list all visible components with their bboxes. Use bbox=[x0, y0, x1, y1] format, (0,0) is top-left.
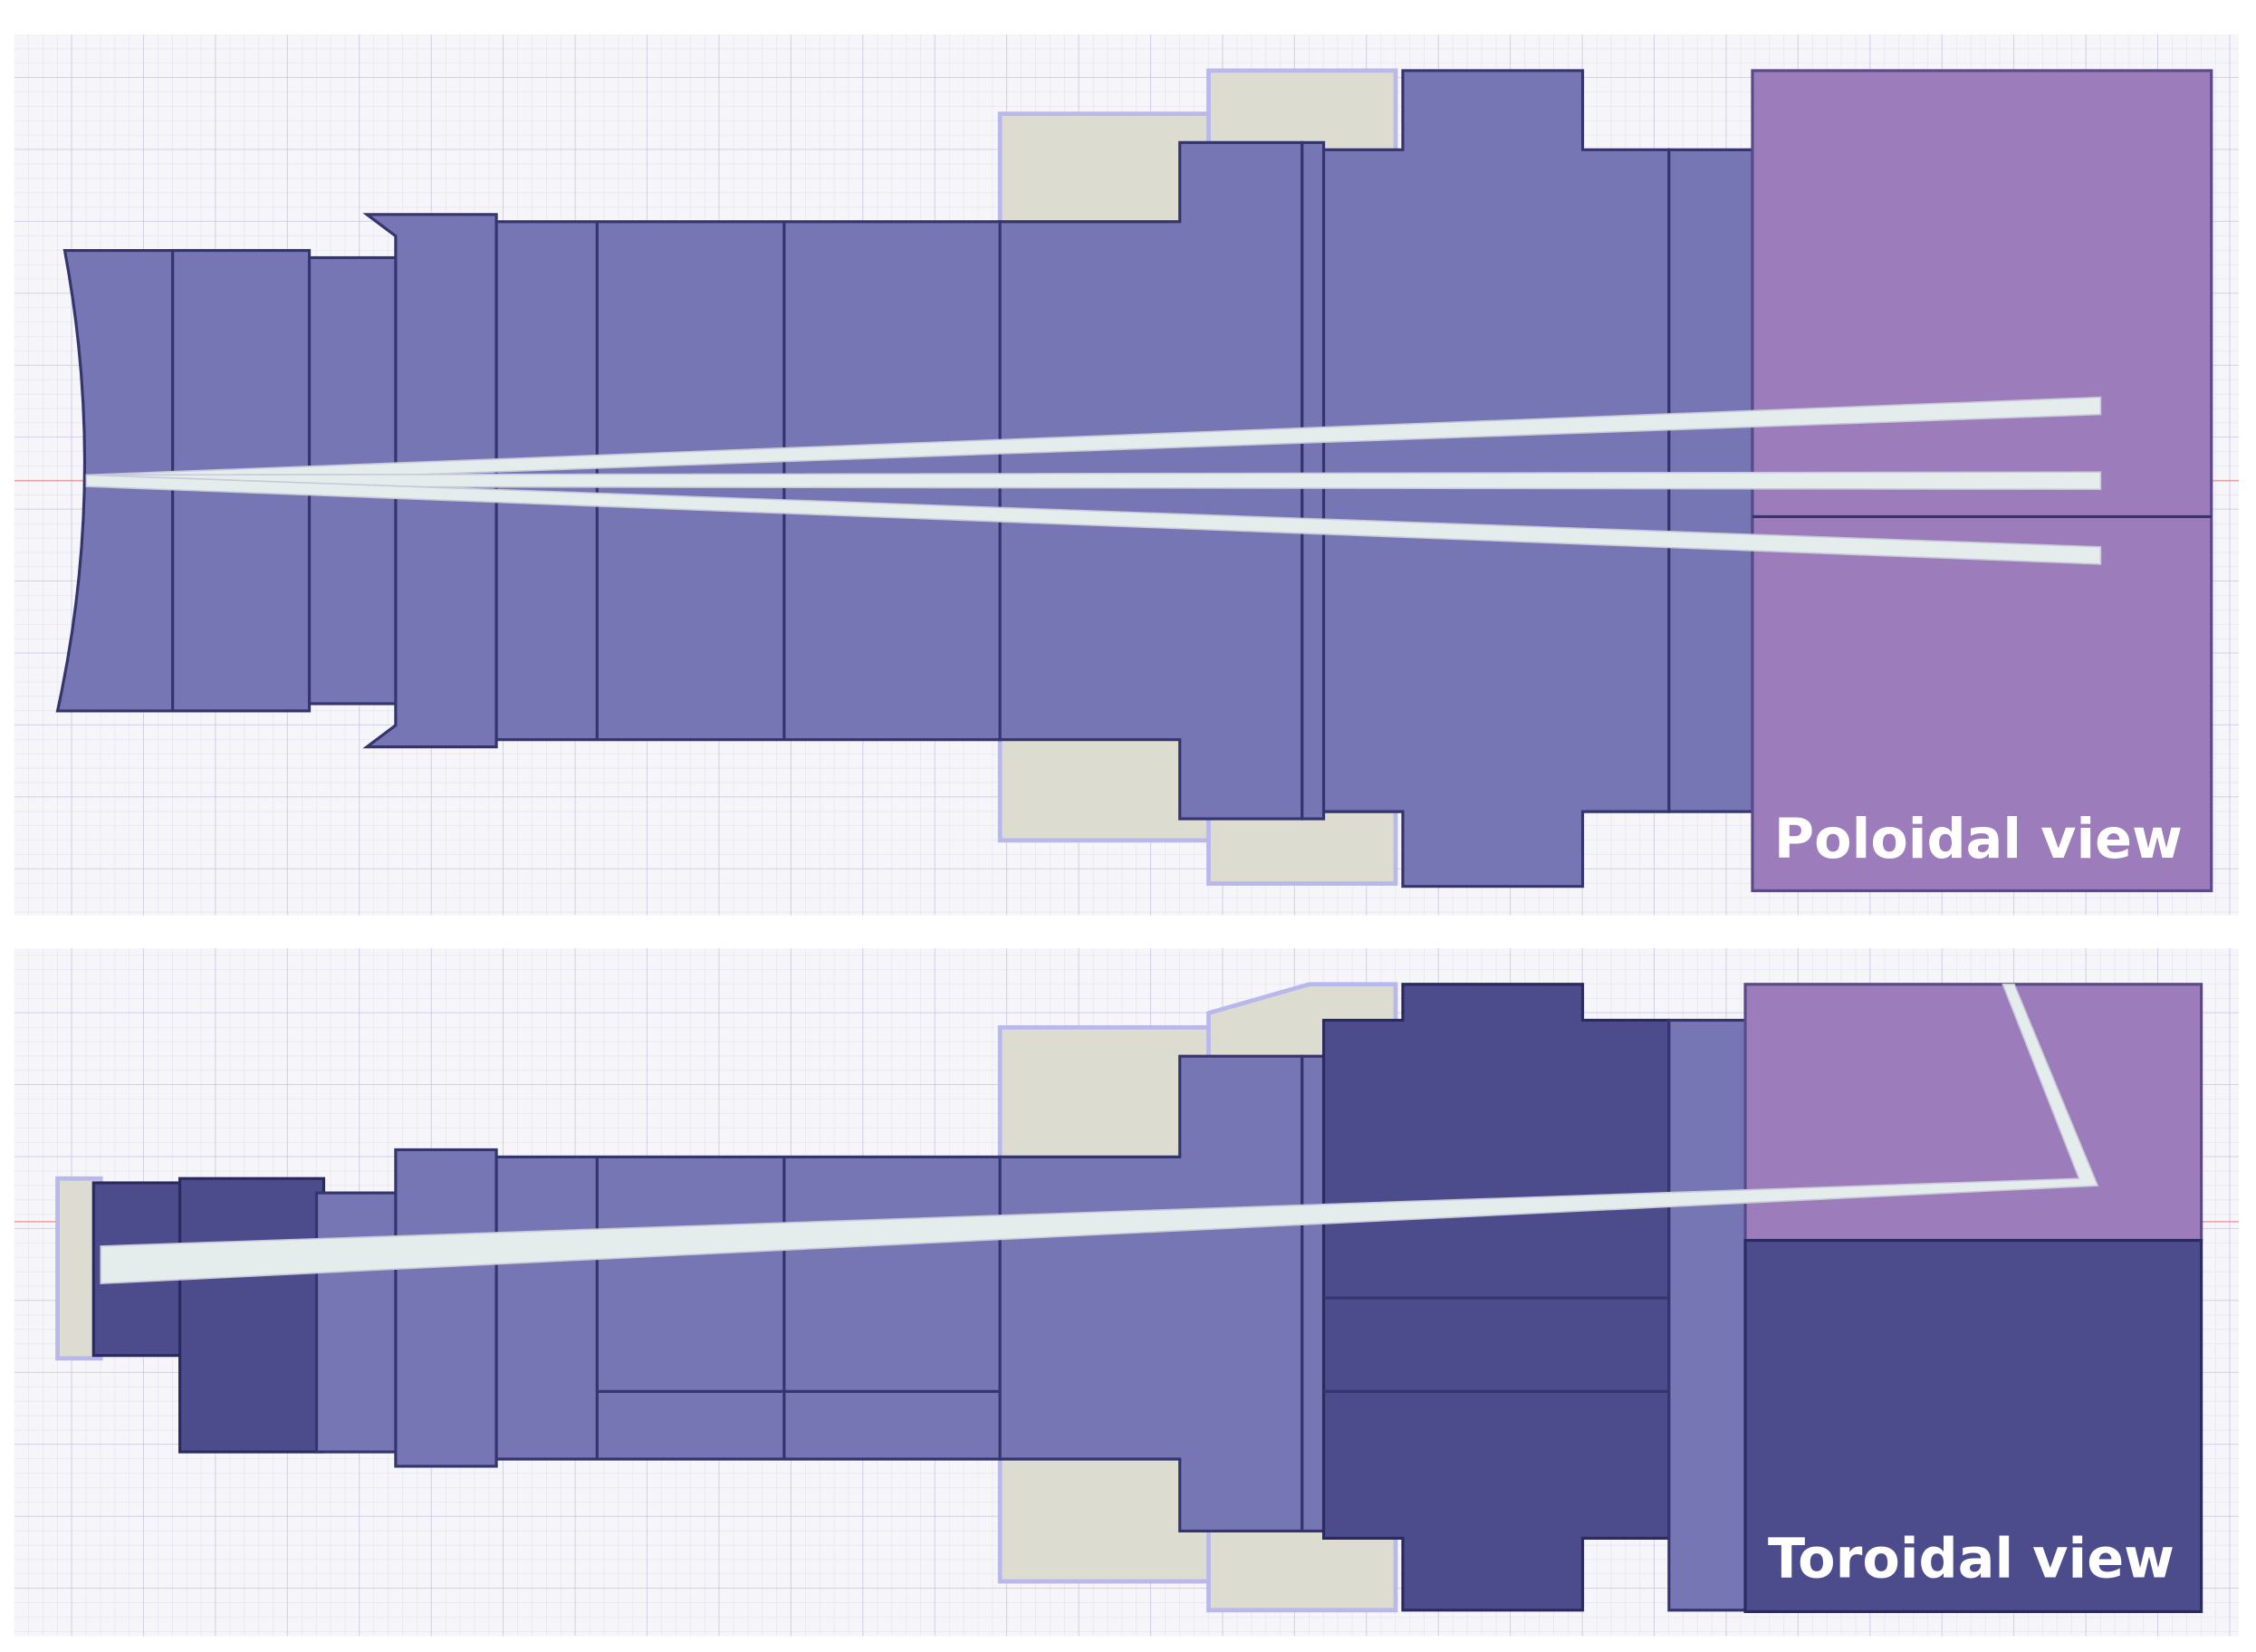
panel-label: Toroidal view bbox=[1768, 1527, 2174, 1590]
detector bbox=[1743, 1238, 2203, 1613]
beam bbox=[100, 983, 2099, 1285]
block bbox=[494, 1155, 1002, 1461]
block bbox=[178, 1177, 326, 1454]
beam bbox=[85, 474, 2102, 565]
panel-label: Poloidal view bbox=[1774, 808, 2183, 871]
poloidal-panel: Poloidal view bbox=[14, 34, 2239, 916]
flange bbox=[394, 1148, 498, 1468]
gap bbox=[1301, 1054, 1326, 1533]
detector bbox=[1743, 983, 2203, 1243]
block bbox=[1667, 1018, 1750, 1612]
toroidal-panel: Toroidal view bbox=[14, 948, 2239, 1637]
